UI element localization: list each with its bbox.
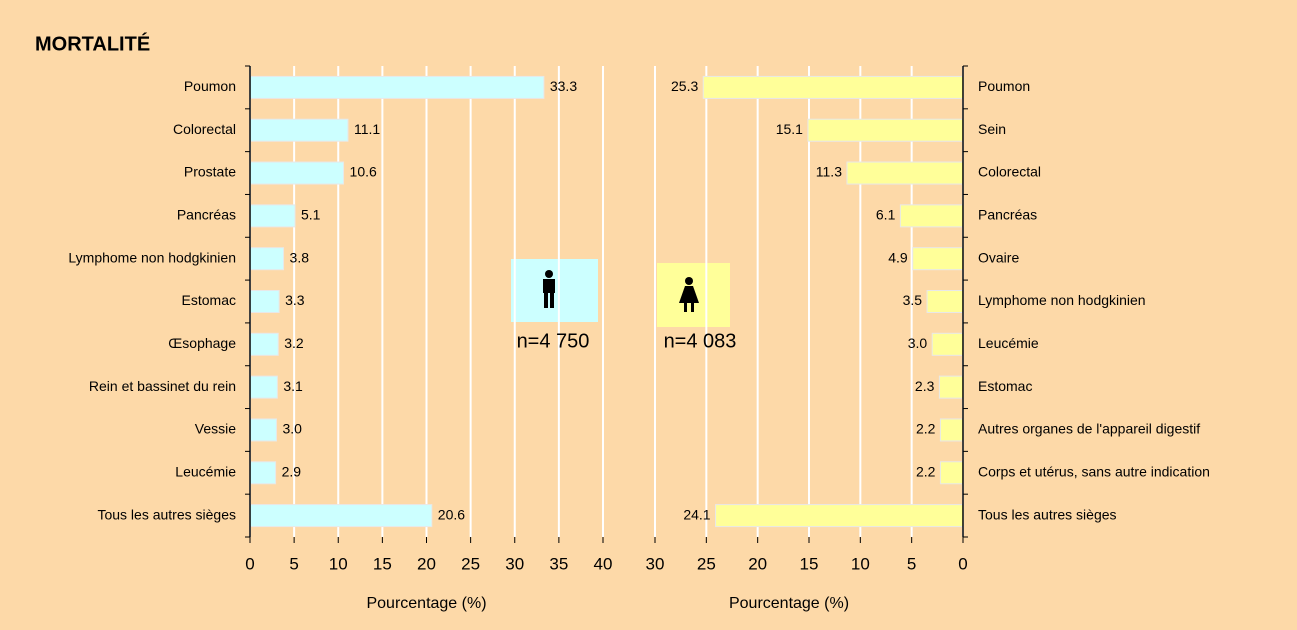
data-label: 2.9 (282, 463, 302, 479)
data-label: 3.8 (290, 249, 310, 265)
x-tick-label: 15 (373, 554, 392, 573)
data-label: 2.2 (916, 463, 936, 479)
category-label: Prostate (184, 164, 236, 180)
x-tick-label: 0 (245, 554, 254, 573)
x-tick-label: 10 (329, 554, 348, 573)
data-label: 2.2 (916, 421, 936, 437)
data-label: 11.3 (816, 164, 842, 180)
data-label: 4.9 (888, 249, 908, 265)
bar (249, 75, 545, 99)
data-label: 3.0 (908, 335, 928, 351)
category-label: Pancréas (177, 207, 236, 223)
category-label: Lymphome non hodgkinien (68, 249, 236, 265)
bar (926, 290, 964, 313)
x-tick-label: 30 (646, 554, 665, 573)
x-tick-label: 25 (461, 554, 480, 573)
category-label: Poumon (184, 78, 236, 94)
bar (899, 204, 964, 228)
bar (939, 461, 964, 485)
category-label: Corps et utérus, sans autre indication (978, 463, 1210, 479)
category-label: Rein et bassinet du rein (89, 378, 236, 394)
category-label: Leucémie (175, 463, 236, 479)
x-tick-label: 20 (417, 554, 436, 573)
data-label: 33.3 (550, 78, 577, 94)
category-label: Poumon (978, 78, 1030, 94)
x-tick-label: 40 (594, 554, 613, 573)
category-label: Pancréas (978, 207, 1037, 223)
bar (249, 204, 296, 228)
data-label: 25.3 (671, 78, 698, 94)
data-label: 10.6 (350, 164, 377, 180)
category-label: Colorectal (173, 121, 236, 137)
x-tick-label: 10 (851, 554, 870, 573)
bar (249, 461, 277, 485)
bar (807, 118, 964, 142)
bar (715, 504, 964, 528)
x-tick-label: 35 (549, 554, 568, 573)
category-label: Autres organes de l'appareil digestif (978, 421, 1200, 437)
category-label: Estomac (182, 292, 236, 308)
bar (939, 418, 964, 442)
annotation: n=4 083 (664, 330, 737, 352)
category-label: Tous les autres sièges (978, 506, 1117, 522)
male-icon (543, 270, 555, 308)
category-label: Lymphome non hodgkinien (978, 292, 1146, 308)
bar (249, 504, 433, 528)
data-label: 3.2 (284, 335, 304, 351)
bar (249, 247, 285, 271)
category-label: Leucémie (978, 335, 1039, 351)
x-axis-label: Pourcentage (%) (729, 595, 849, 612)
bar (846, 161, 964, 185)
data-label: 20.6 (438, 506, 465, 522)
data-label: 3.1 (283, 378, 303, 394)
bar (931, 332, 964, 356)
bar (938, 375, 964, 399)
female-icon (679, 277, 699, 312)
chart-title: MORTALITÉ (35, 32, 150, 55)
data-label: 3.0 (282, 421, 302, 437)
data-label: 3.5 (903, 292, 923, 308)
data-label: 24.1 (683, 506, 710, 522)
x-tick-label: 0 (958, 554, 967, 573)
x-tick-label: 30 (505, 554, 524, 573)
category-label: Estomac (978, 378, 1032, 394)
x-axis-label: Pourcentage (%) (366, 595, 486, 612)
annotation: n=4 750 (517, 330, 590, 352)
data-label: 3.3 (285, 292, 305, 308)
category-label: Ovaire (978, 249, 1019, 265)
bar (702, 75, 964, 99)
bar (249, 118, 349, 142)
category-label: Tous les autres sièges (97, 506, 236, 522)
x-tick-label: 20 (748, 554, 767, 573)
category-label: Vessie (195, 421, 236, 437)
category-label: Sein (978, 121, 1006, 137)
bar (249, 332, 279, 356)
data-label: 15.1 (776, 121, 803, 137)
bar (249, 418, 277, 442)
bar (249, 161, 345, 185)
bar (912, 247, 964, 271)
x-tick-label: 15 (800, 554, 819, 573)
data-label: 5.1 (301, 207, 321, 223)
data-label: 11.1 (354, 121, 380, 137)
bar (249, 290, 280, 313)
x-tick-label: 5 (907, 554, 916, 573)
bar (249, 375, 278, 399)
category-label: Œsophage (168, 335, 236, 351)
x-tick-label: 5 (289, 554, 298, 573)
data-label: 6.1 (876, 207, 896, 223)
x-tick-label: 25 (697, 554, 716, 573)
data-label: 2.3 (915, 378, 935, 394)
category-label: Colorectal (978, 164, 1041, 180)
